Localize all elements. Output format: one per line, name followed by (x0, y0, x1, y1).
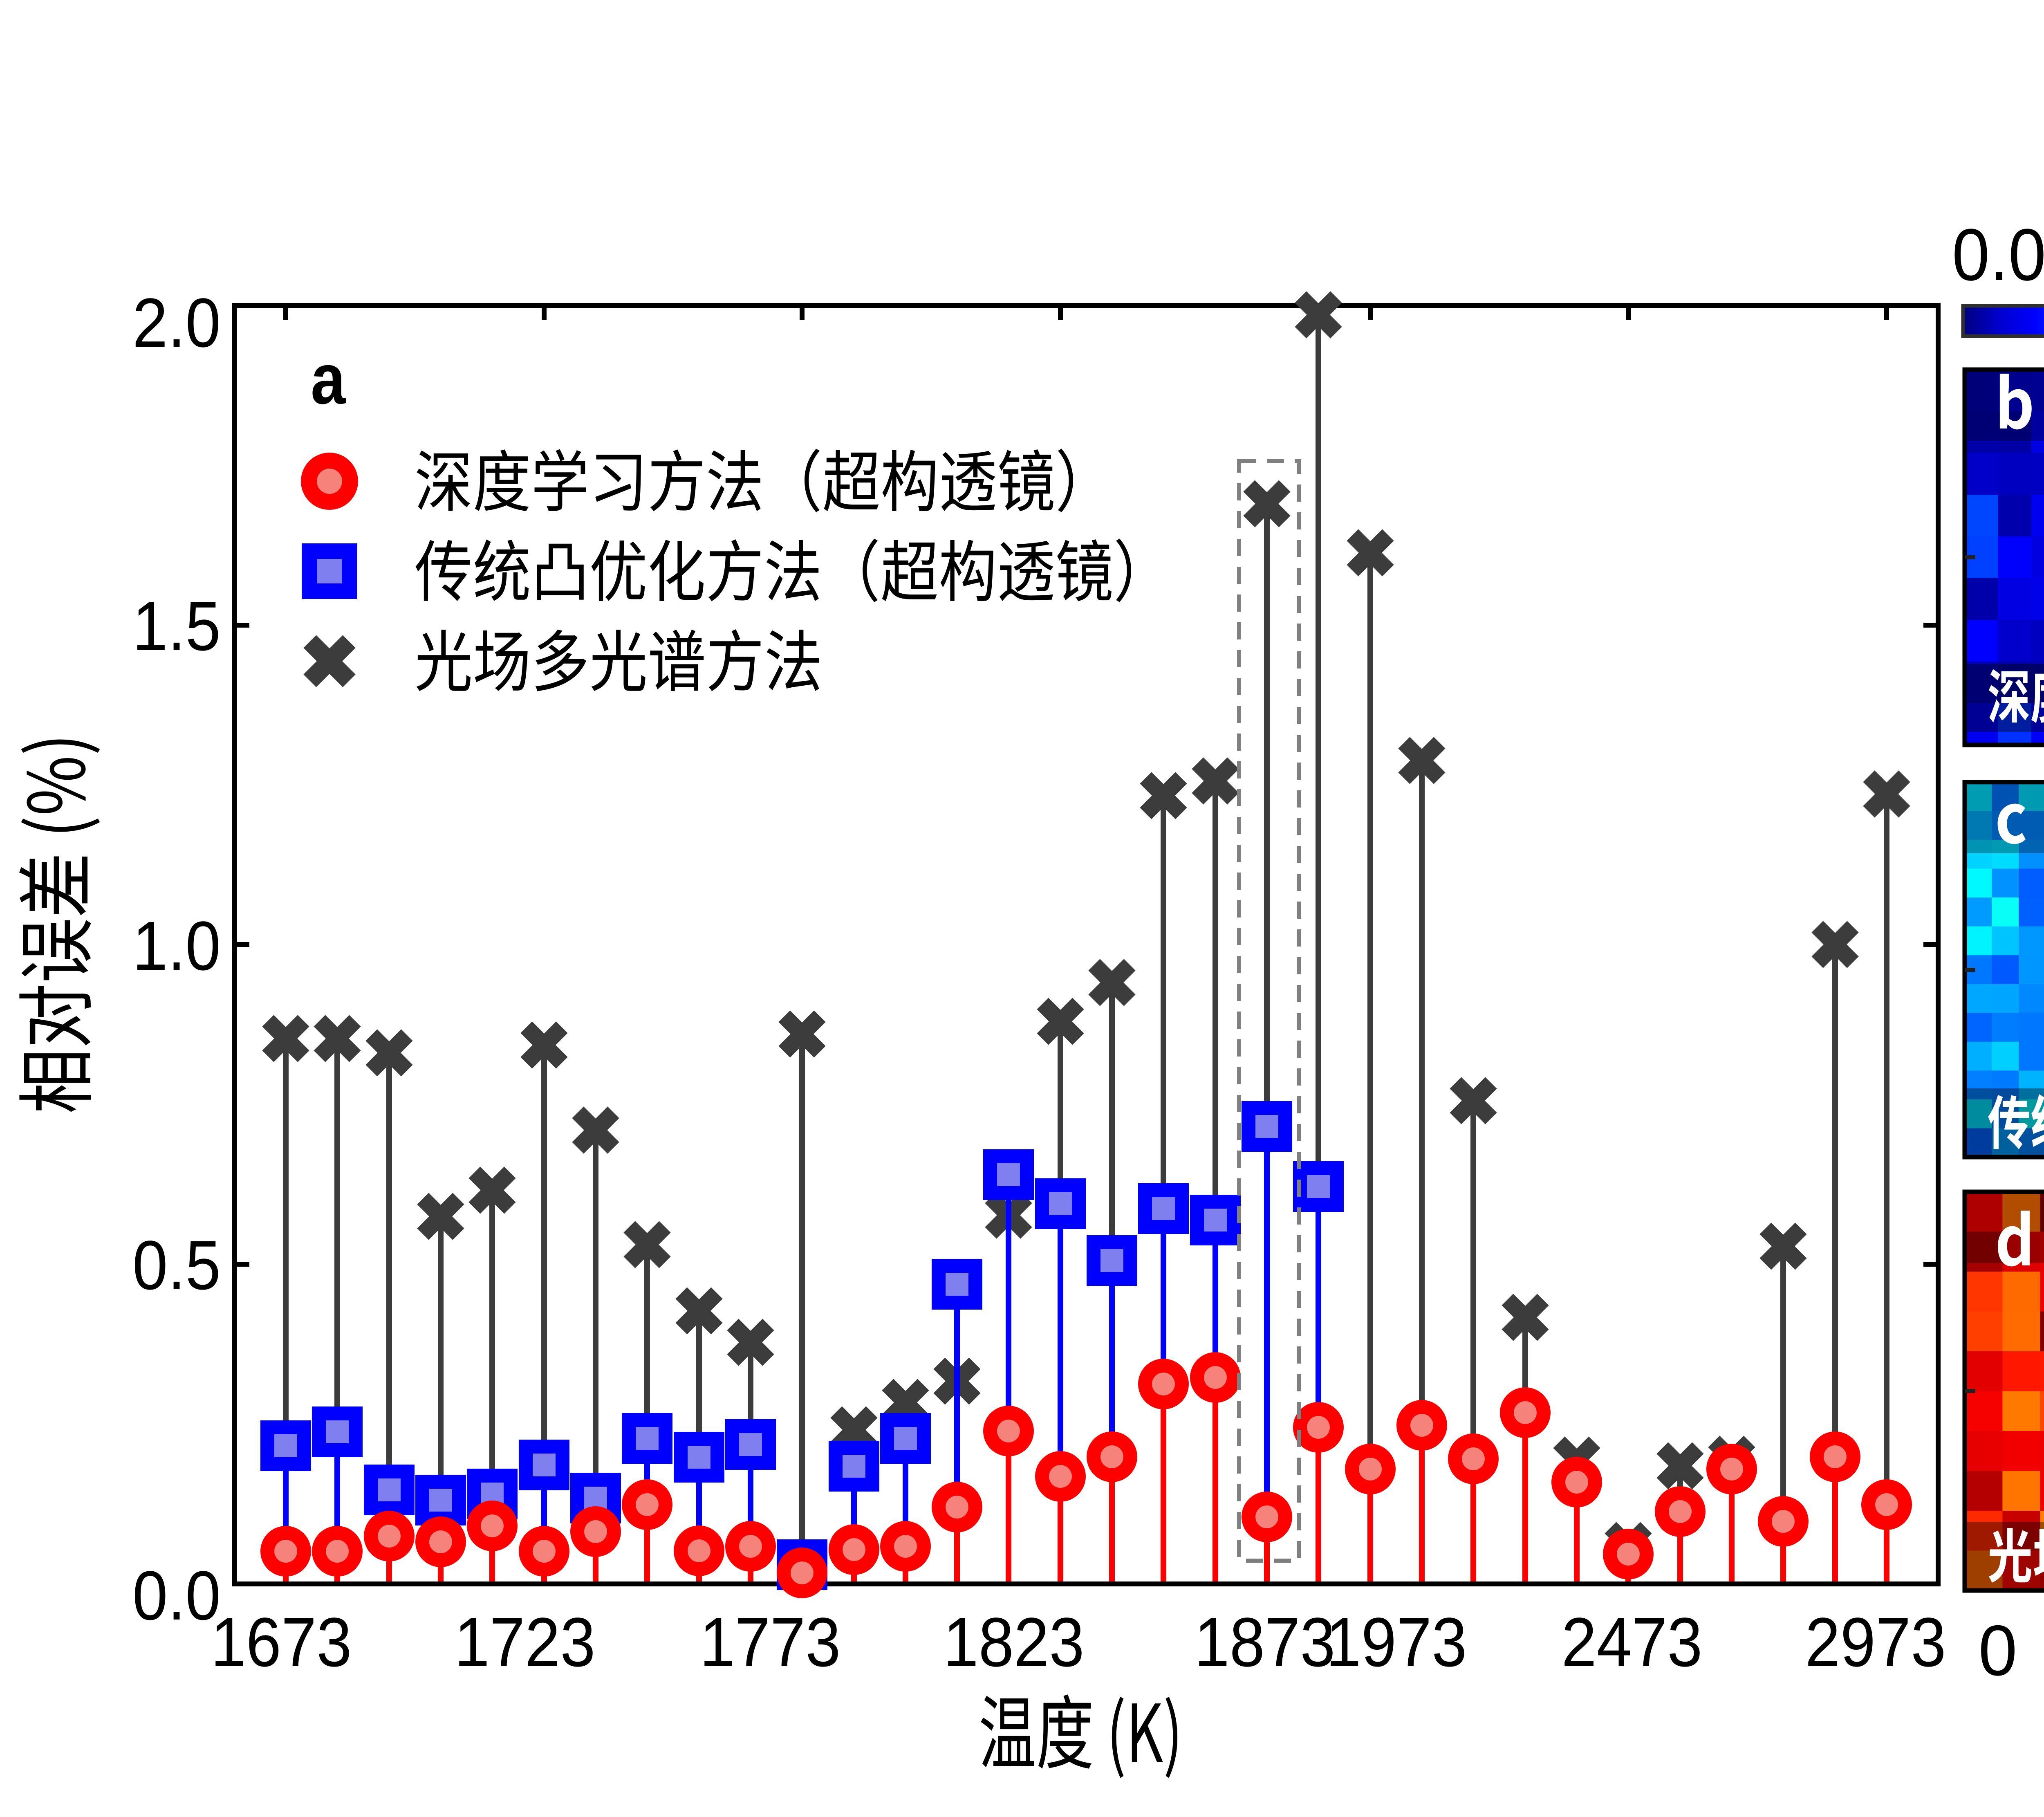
svg-text:a: a (311, 339, 346, 419)
svg-text:1673: 1673 (211, 1604, 352, 1681)
svg-text:1.0: 1.0 (132, 907, 221, 985)
svg-text:2.0: 2.0 (132, 284, 221, 362)
svg-text:2973: 2973 (1805, 1604, 1946, 1681)
svg-text:1.5: 1.5 (132, 588, 221, 665)
svg-text:2473: 2473 (1562, 1604, 1703, 1681)
svg-text:1773: 1773 (700, 1604, 841, 1681)
svg-text:0.0: 0.0 (132, 1557, 221, 1635)
svg-text:1973: 1973 (1326, 1604, 1467, 1681)
svg-text:0: 0 (1979, 1611, 2017, 1691)
svg-text:1823: 1823 (944, 1604, 1085, 1681)
svg-text:0.0: 0.0 (1952, 214, 2044, 296)
svg-text:0.5: 0.5 (132, 1227, 221, 1304)
svg-text:1873: 1873 (1195, 1604, 1336, 1681)
svg-text:1723: 1723 (455, 1604, 596, 1681)
